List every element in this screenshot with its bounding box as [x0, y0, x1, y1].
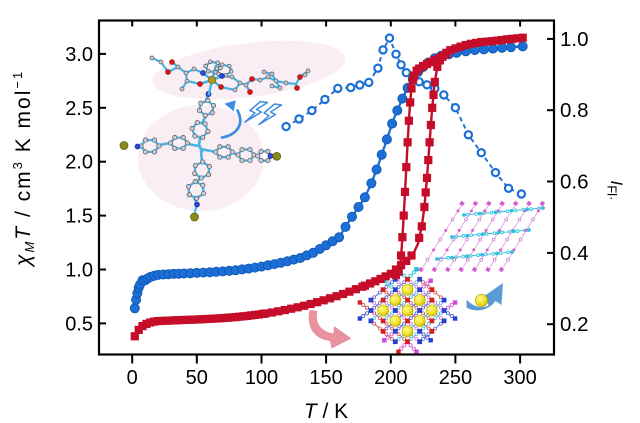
svg-text:3.0: 3.0 — [65, 44, 93, 66]
svg-text:2.0: 2.0 — [65, 152, 93, 174]
svg-text:0.8: 0.8 — [560, 99, 589, 122]
svg-text:1.5: 1.5 — [65, 206, 93, 228]
svg-text:2.5: 2.5 — [65, 98, 93, 120]
svg-text:0.5: 0.5 — [65, 313, 93, 335]
svg-text:300: 300 — [503, 367, 536, 389]
svg-text:IFl·: IFl· — [605, 181, 627, 201]
svg-text:0.2: 0.2 — [560, 313, 589, 336]
svg-text:200: 200 — [374, 367, 407, 389]
svg-text:1.0: 1.0 — [560, 28, 589, 51]
svg-text:250: 250 — [439, 367, 472, 389]
svg-text:1.0: 1.0 — [65, 260, 93, 282]
svg-text:50: 50 — [186, 367, 208, 389]
svg-text:100: 100 — [245, 367, 278, 389]
svg-text:χMT / cm3 K mol−1: χMT / cm3 K mol−1 — [10, 70, 37, 268]
svg-text:T / K: T / K — [304, 400, 348, 423]
svg-text:150: 150 — [309, 367, 342, 389]
svg-text:0.4: 0.4 — [560, 242, 589, 265]
svg-text:0.6: 0.6 — [560, 171, 589, 194]
svg-text:0: 0 — [127, 367, 138, 389]
